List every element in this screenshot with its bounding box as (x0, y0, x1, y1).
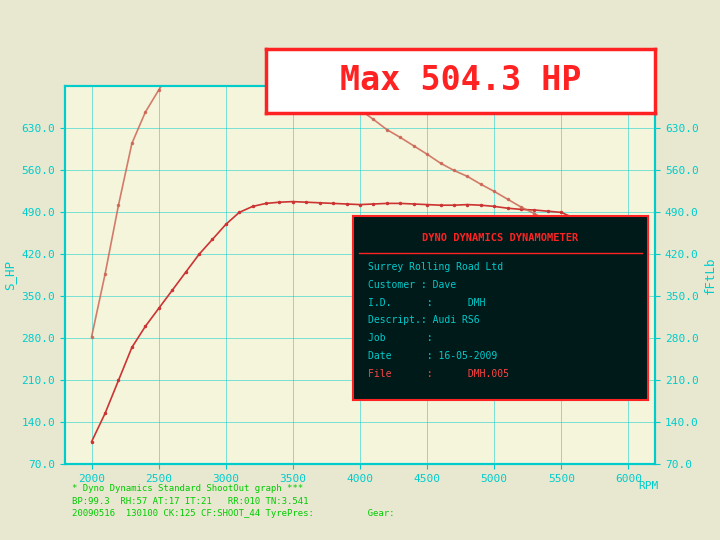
Text: BP:99.3  RH:57 AT:17 IT:21   RR:010 TN:3.541: BP:99.3 RH:57 AT:17 IT:21 RR:010 TN:3.54… (72, 497, 308, 506)
Text: Max 504.3 HP: Max 504.3 HP (340, 64, 582, 98)
Text: File      :      DMH.005: File : DMH.005 (368, 369, 508, 379)
Text: * Dyno Dynamics Standard ShootOut graph ***: * Dyno Dynamics Standard ShootOut graph … (72, 484, 303, 494)
Text: Job       :: Job : (368, 333, 432, 343)
Text: RPM: RPM (639, 481, 659, 491)
Y-axis label: fFtLb: fFtLb (704, 256, 717, 294)
Text: DYNO DYNAMICS DYNAMOMETER: DYNO DYNAMICS DYNAMOMETER (422, 233, 579, 242)
Text: 20090516  130100 CK:125 CF:SHOOT_44 TyrePres:          Gear:: 20090516 130100 CK:125 CF:SHOOT_44 TyreP… (72, 509, 395, 518)
Text: Customer : Dave: Customer : Dave (368, 280, 456, 290)
Text: Surrey Rolling Road Ltd: Surrey Rolling Road Ltd (368, 262, 503, 272)
Text: I.D.      :      DMH: I.D. : DMH (368, 298, 485, 308)
Text: Descript.: Audi RS6: Descript.: Audi RS6 (368, 315, 480, 326)
Y-axis label: S_HP: S_HP (3, 260, 16, 291)
Text: Date      : 16-05-2009: Date : 16-05-2009 (368, 351, 497, 361)
